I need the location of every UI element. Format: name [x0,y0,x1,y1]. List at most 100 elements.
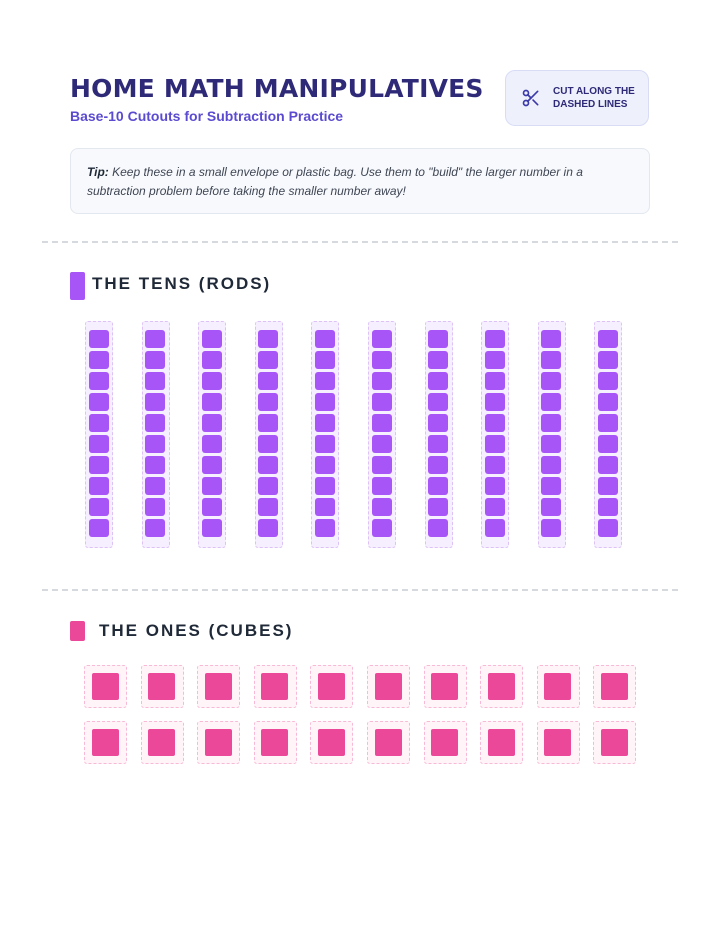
ones-cube [84,665,127,708]
tens-rod [368,321,396,548]
ones-cube [140,665,184,708]
rod-unit [258,414,279,432]
cube-unit [148,672,176,700]
ones-cube [423,721,467,764]
rod-unit [201,414,222,432]
rod-unit [484,372,505,390]
rod-unit [258,456,279,474]
cut-divider-top [42,241,678,243]
cut-divider-middle [42,589,678,591]
cube-unit [544,672,572,700]
rod-unit [597,393,618,411]
rod-unit [428,477,449,495]
cube-unit [374,728,402,756]
rod-unit [428,435,449,453]
cube-unit [374,672,402,700]
rod-unit [314,351,335,369]
rod-unit [484,519,505,537]
page-title: HOME MATH MANIPULATIVES [70,74,484,103]
rod-unit [428,498,449,516]
rod-unit [201,435,222,453]
ones-cube [140,721,184,764]
cube-unit [487,728,515,756]
ones-cube [480,721,524,764]
tens-rod [424,321,453,548]
rod-unit [541,372,562,390]
rod-unit [258,351,279,369]
rod-unit [541,498,562,516]
rod-unit [145,393,166,411]
rod-unit [201,330,222,348]
rod-unit [428,351,449,369]
rod-unit [428,393,449,411]
ones-cube [253,665,297,708]
rod-unit [484,351,505,369]
page-subtitle: Base-10 Cutouts for Subtraction Practice [70,108,344,124]
header: HOME MATH MANIPULATIVES Base-10 Cutouts … [70,70,650,132]
rod-unit [314,498,335,516]
ones-cube [536,721,580,764]
rod-unit [428,372,449,390]
rod-unit [88,435,109,453]
tens-rod [254,321,283,548]
rod-unit [258,393,279,411]
rod-unit [145,414,166,432]
cube-unit [317,728,345,756]
rod-unit [484,414,505,432]
rod-unit [314,414,335,432]
rod-unit [371,393,392,411]
rod-unit [88,519,109,537]
rod-unit [541,435,562,453]
tens-rod [481,321,510,548]
rod-unit [88,477,109,495]
tip-text: Keep these in a small envelope or plasti… [87,165,583,198]
rod-unit [597,456,618,474]
cube-unit [261,672,289,700]
rod-unit [201,498,222,516]
rod-unit [597,519,618,537]
rod-unit [541,519,562,537]
rod-unit [371,330,392,348]
rod-unit [314,519,335,537]
rod-unit [145,456,166,474]
rod-unit [371,519,392,537]
cube-unit [600,672,628,700]
rod-unit [145,435,166,453]
ones-cube [310,665,354,708]
ones-cube [84,721,127,764]
rod-unit [88,498,109,516]
rod-unit [314,372,335,390]
rod-unit [484,435,505,453]
ones-cube [536,665,580,708]
rod-unit [314,456,335,474]
cut-instruction-text: CUT ALONG THE DASHED LINES [553,86,635,110]
cube-unit [204,728,232,756]
rod-unit [201,477,222,495]
tens-color-swatch [70,272,85,300]
cube-unit [487,672,515,700]
rod-unit [88,393,109,411]
rod-unit [145,519,166,537]
rod-unit [314,330,335,348]
scissors-icon [522,89,539,107]
rod-unit [258,372,279,390]
cube-unit [431,672,459,700]
rod-unit [484,477,505,495]
rod-unit [258,477,279,495]
rod-unit [428,414,449,432]
cube-unit [204,672,232,700]
rod-unit [258,330,279,348]
rod-unit [88,330,109,348]
ones-cube [197,721,241,764]
cube-unit [91,672,119,700]
rod-unit [201,456,222,474]
rod-unit [371,351,392,369]
cube-unit [91,728,119,756]
rod-unit [145,477,166,495]
rod-unit [201,393,222,411]
ones-cube [367,721,410,764]
rod-unit [428,330,449,348]
ones-cube [253,721,297,764]
rod-unit [541,414,562,432]
